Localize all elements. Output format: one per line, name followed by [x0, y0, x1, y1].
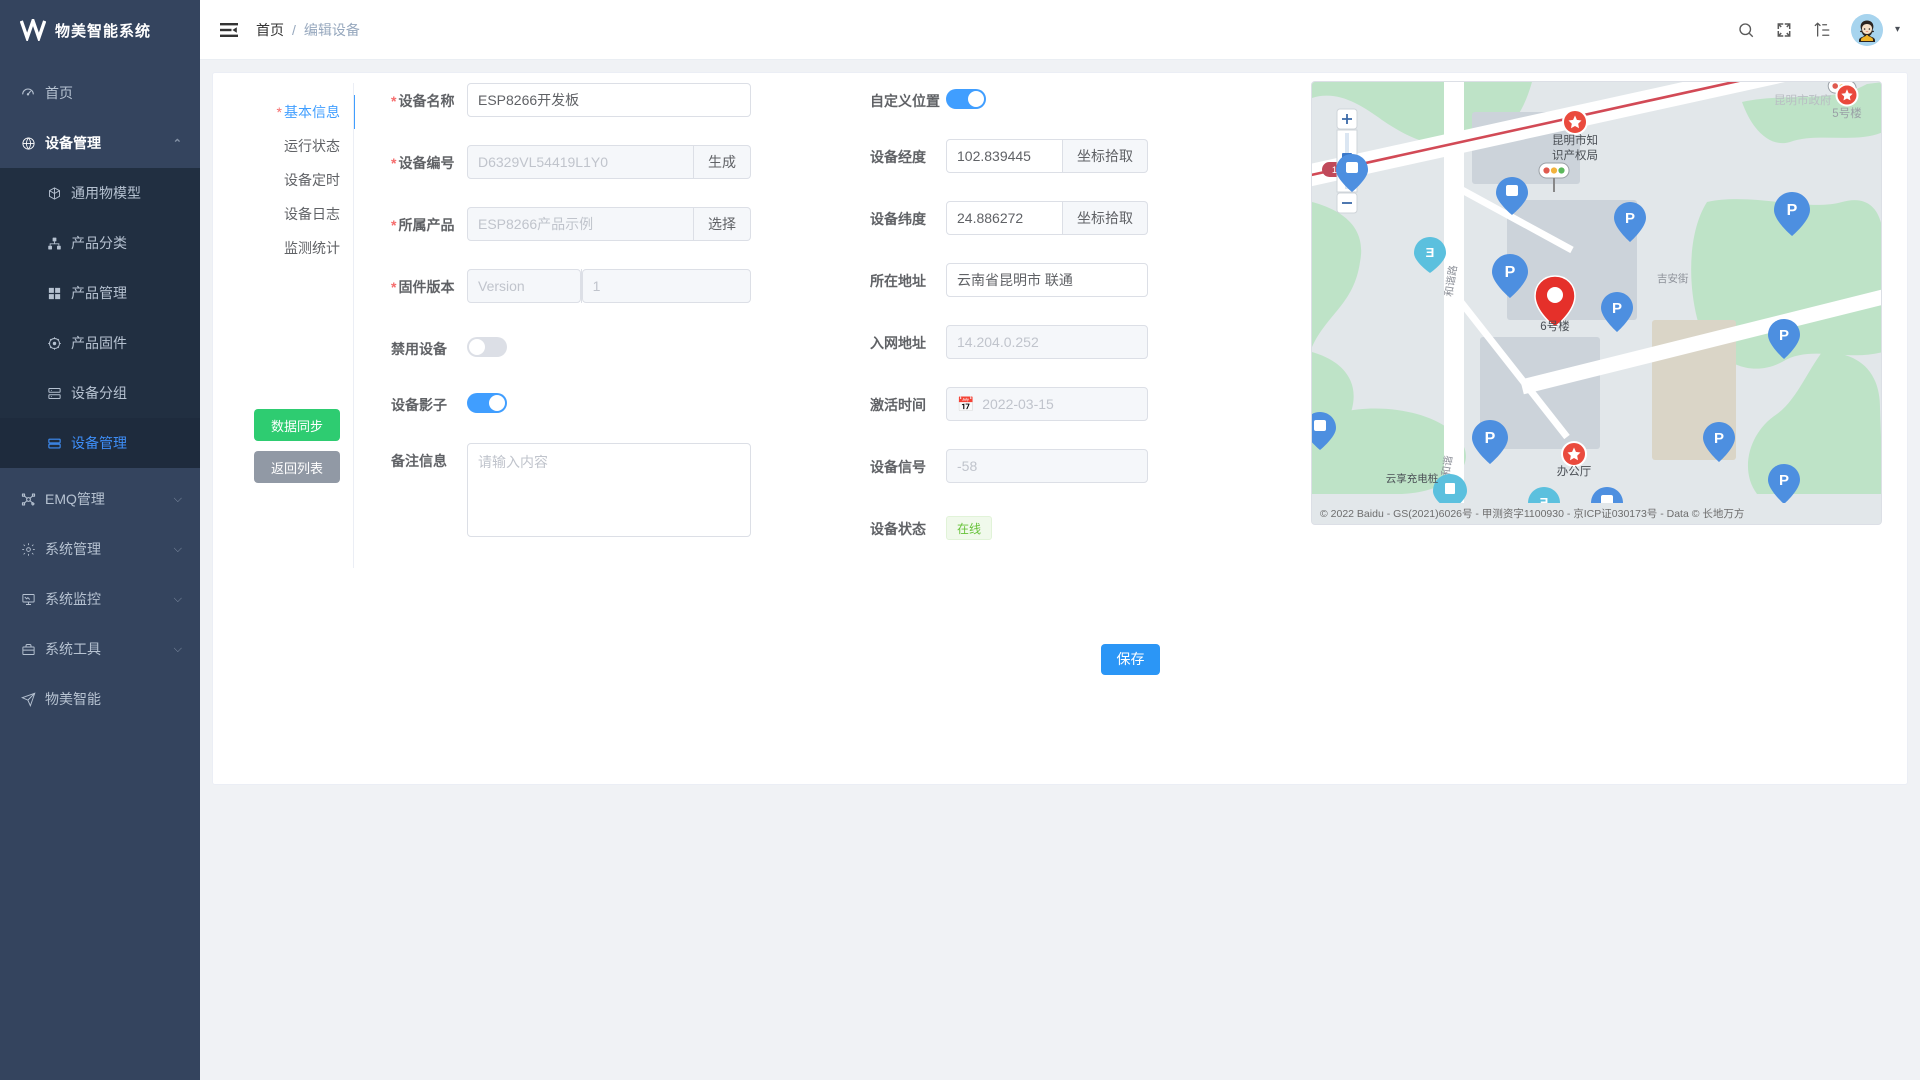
svg-text:P: P	[1779, 327, 1789, 344]
svg-text:P: P	[1485, 430, 1496, 447]
svg-text:P: P	[1787, 202, 1798, 219]
svg-text:昆明市知: 昆明市知	[1552, 133, 1598, 147]
svg-text:P: P	[1612, 300, 1622, 317]
svg-text:识产权局: 识产权局	[1552, 148, 1598, 162]
svg-text:Ǝ: Ǝ	[1426, 245, 1435, 260]
svg-text:5号楼: 5号楼	[1832, 106, 1862, 120]
svg-text:P: P	[1714, 430, 1724, 447]
svg-text:P: P	[1779, 472, 1789, 489]
svg-text:办公厅: 办公厅	[1557, 464, 1592, 478]
svg-text:P: P	[1625, 210, 1635, 227]
svg-text:云享充电桩: 云享充电桩	[1386, 472, 1439, 485]
svg-text:吉安街: 吉安街	[1657, 272, 1689, 285]
svg-text:P: P	[1505, 264, 1516, 281]
svg-text:昆明市政府: 昆明市政府	[1774, 93, 1832, 107]
svg-text:6号楼: 6号楼	[1540, 319, 1570, 333]
